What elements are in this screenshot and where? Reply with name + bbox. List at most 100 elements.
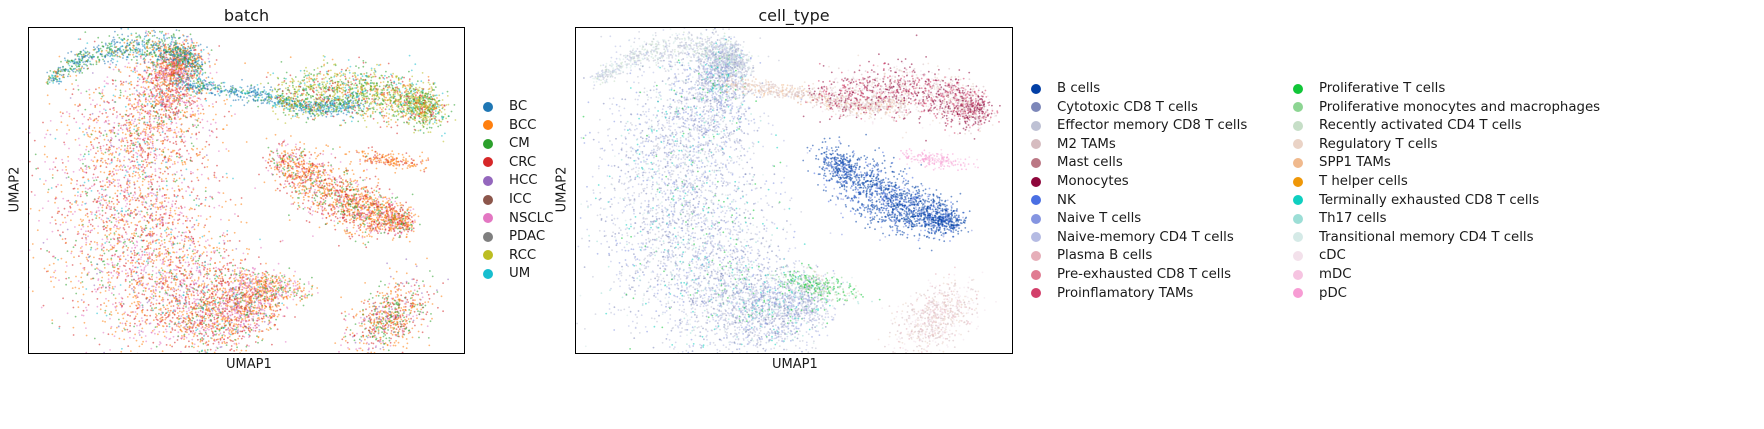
scatter-point [133,120,136,123]
scatter-point [142,239,145,242]
scatter-point [230,104,232,107]
scatter-point [225,148,228,150]
scatter-point [171,328,174,331]
scatter-point [75,239,77,242]
scatter-point [174,310,177,313]
scatter-point [154,240,157,242]
scatter-point [133,108,135,111]
scatter-point [123,338,125,341]
scatter-point [159,223,161,226]
scatter-point [84,158,86,161]
scatter-point [102,249,105,252]
scatter-point [85,256,88,259]
scatter-point [195,138,198,140]
scatter-point [244,299,247,301]
scatter-point [105,305,108,307]
scatter-point [153,203,155,205]
scatter-point [114,95,116,98]
scatter-point [109,281,112,284]
scatter-point [222,192,225,195]
scatter-point [185,324,188,327]
scatter-point [183,161,186,163]
scatter-point [131,268,134,271]
scatter-point [96,247,99,250]
scatter-point [277,297,280,300]
scatter-point [106,181,108,184]
scatter-point [154,162,157,165]
scatter-point [198,351,201,353]
scatter-point [159,201,162,204]
scatter-point [122,317,125,320]
scatter-point [159,208,162,211]
scatter-point [123,215,125,218]
scatter-point [209,315,212,317]
scatter-point [181,161,184,164]
scatter-point [190,147,193,150]
scatter-point [120,83,122,86]
scatter-point [174,162,176,165]
scatter-point [121,234,124,237]
scatter-point [246,344,249,347]
scatter-point [183,283,186,286]
scatter-point [102,144,105,147]
scatter-point [169,344,172,347]
scatter-point [100,132,102,135]
scatter-point [230,348,233,350]
scatter-point [102,198,105,200]
scatter-point [210,130,213,133]
scatter-point [151,215,154,217]
scatter-point [187,296,190,298]
scatter-point [175,279,178,281]
scatter-point [91,185,93,188]
scatter-point [85,230,87,233]
scatter-point [131,93,134,96]
scatter-point [135,214,137,217]
scatter-point [254,187,256,190]
scatter-point [133,254,136,256]
scatter-point [219,338,222,341]
scatter-point [215,338,218,341]
scatter-point [168,301,171,304]
scatter-point [197,259,200,262]
scatter-point [224,300,227,302]
scatter-point [109,131,112,134]
scatter-point [65,166,67,168]
scatter-point [234,113,236,115]
scatter-point [249,289,252,292]
scatter-point [246,296,249,298]
scatter-point [191,332,194,334]
scatter-point [160,119,163,122]
scatter-point [137,149,140,152]
scatter-point [100,199,103,202]
scatter-point [152,341,155,344]
scatter-point [114,209,116,212]
scatter-point [193,228,196,231]
scatter-point [196,262,199,265]
scatter-point [89,103,92,106]
scatter-point [113,244,116,247]
scatter-point [178,259,181,262]
scatter-point [105,178,108,181]
scatter-point [271,305,274,308]
scatter-point [121,131,124,134]
scatter-point [69,201,71,204]
scatter-point [122,227,125,229]
scatter-point [269,326,271,329]
scatter-point [174,269,177,271]
scatter-point [156,130,159,133]
scatter-point [80,228,83,231]
scatter-point [201,323,203,325]
scatter-point [64,271,67,273]
scatter-point [177,302,179,305]
scatter-point [94,104,97,107]
scatter-point [155,157,158,160]
scatter-point [159,227,162,230]
scatter-point [136,324,138,327]
scatter-point [202,298,204,301]
scatter-point [136,70,138,73]
scatter-point [185,336,188,339]
scatter-point [158,176,160,178]
scatter-point [202,267,205,270]
scatter-point [43,183,45,186]
scatter-point [74,194,76,197]
